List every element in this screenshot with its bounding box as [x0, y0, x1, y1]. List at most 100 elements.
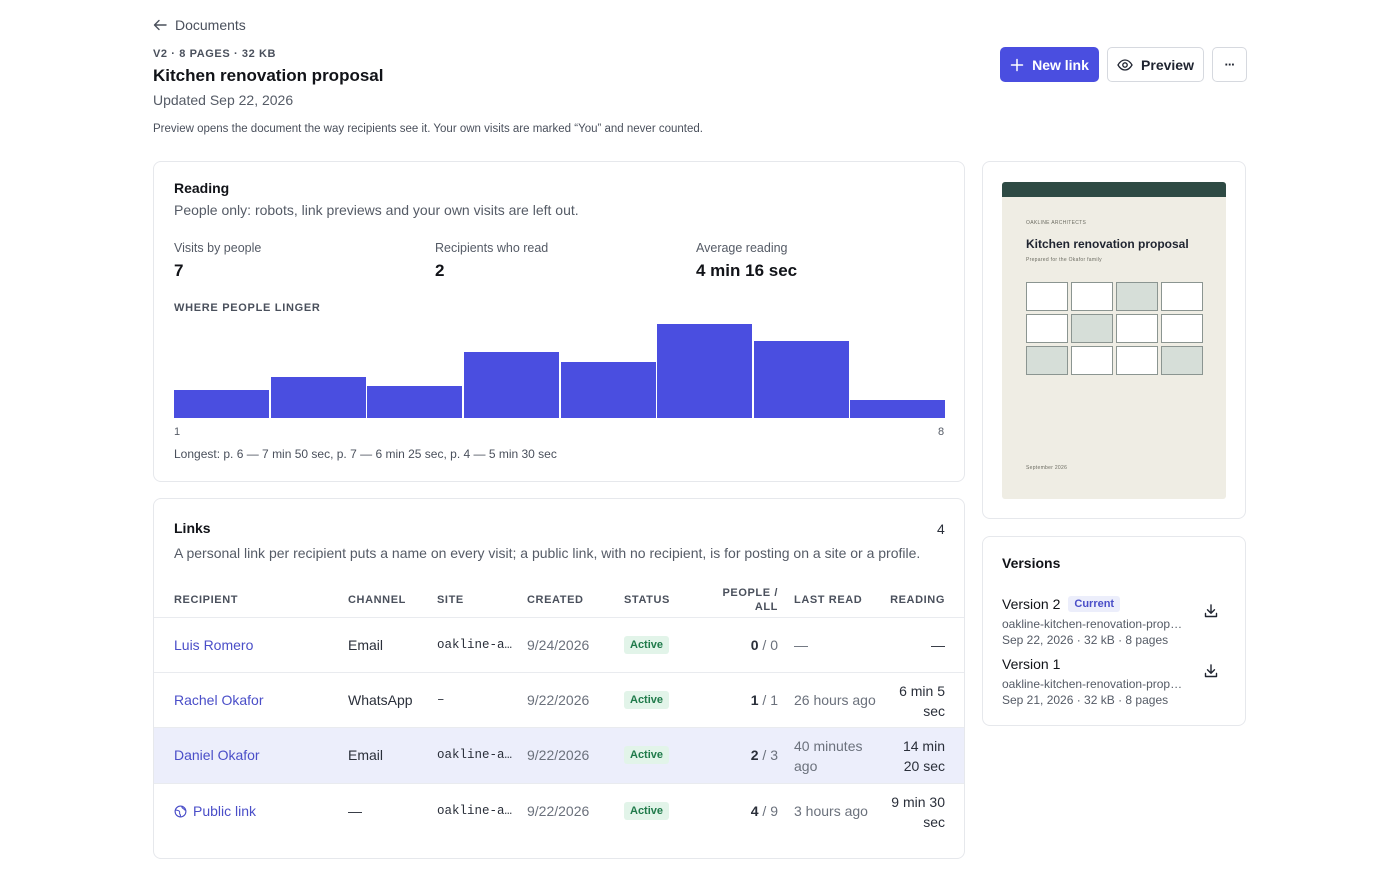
all-count: 9 — [770, 803, 778, 819]
table-row[interactable] — [154, 727, 964, 783]
recipient-link[interactable]: Daniel Okafor — [174, 747, 260, 763]
more-options-button[interactable]: ··· — [1212, 47, 1247, 82]
page-title: Kitchen renovation proposal — [153, 66, 384, 85]
reading-title: Reading — [174, 180, 230, 196]
thumbnail-org: OAKLINE ARCHITECTS — [1026, 220, 1087, 226]
thumbnail-tile — [1116, 346, 1158, 375]
col-people-line1: PEOPLE / — [722, 587, 778, 599]
reading-line2: 20 sec — [903, 758, 945, 774]
created-cell: 9/22/2026 — [527, 747, 590, 763]
people-count: 2 — [750, 747, 759, 763]
col-people-line2: ALL — [754, 601, 778, 613]
channel-cell: Email — [348, 637, 384, 653]
links-count: 4 — [937, 521, 945, 537]
stat-visits-label: Visits by people — [174, 241, 262, 255]
eye-icon — [1117, 58, 1133, 71]
bar-page-4 — [464, 352, 559, 418]
stat-visits-value: 7 — [174, 261, 184, 280]
table-row[interactable] — [154, 783, 964, 838]
reading-line1: 9 min 30 — [891, 794, 945, 810]
more-icon: ··· — [1224, 57, 1236, 72]
back-link[interactable]: Documents — [153, 17, 246, 33]
bar-page-6 — [657, 324, 752, 418]
thumbnail-tile — [1161, 346, 1203, 375]
thumbnail-tile — [1071, 314, 1113, 343]
thumbnail-tile — [1026, 346, 1068, 375]
status-badge: Active — [624, 636, 670, 654]
last-read-cell: 40 minutes ago — [794, 736, 862, 776]
preview-label: Preview — [1141, 56, 1194, 73]
channel-cell: WhatsApp — [348, 692, 413, 708]
thumbnail-tile — [1026, 282, 1068, 311]
col-recipient: RECIPIENT — [174, 594, 239, 606]
col-people-all: PEOPLE / ALL — [718, 586, 778, 614]
version-item: Version 1 oakline-kitchen-renovation-pro… — [1002, 656, 1188, 707]
preview-button[interactable]: Preview — [1107, 47, 1204, 82]
people-count: 0 — [750, 637, 759, 653]
linger-bar-chart — [174, 318, 945, 418]
stat-average-value: 4 min 16 sec — [696, 261, 798, 280]
people-count: 1 — [750, 692, 759, 708]
back-link-label: Documents — [175, 17, 246, 33]
links-subtitle: A personal link per recipient puts a nam… — [174, 545, 921, 561]
last-read-cell: — — [794, 637, 808, 653]
reading-cell: — — [931, 637, 945, 653]
public-link[interactable]: Public link — [174, 801, 256, 821]
thumbnail-tile — [1071, 282, 1113, 311]
version-meta: Sep 22, 2026 · 32 kB · 8 pages — [1002, 633, 1169, 647]
created-cell: 9/22/2026 — [527, 803, 590, 819]
links-title: Links — [174, 520, 211, 536]
people-count: 4 — [750, 803, 759, 819]
document-thumbnail[interactable]: OAKLINE ARCHITECTS Kitchen renovation pr… — [1002, 182, 1226, 499]
recipient-link[interactable]: Luis Romero — [174, 637, 254, 653]
bar-page-3 — [367, 386, 462, 418]
col-channel: CHANNEL — [348, 594, 406, 606]
chart-axis-start: 1 — [174, 426, 181, 438]
thumbnail-tile — [1116, 282, 1158, 311]
arrow-left-icon — [153, 19, 167, 31]
linger-chart-title: WHERE PEOPLE LINGER — [174, 302, 321, 314]
links-card — [153, 498, 965, 859]
bar-page-7 — [754, 341, 849, 418]
bar-page-8 — [850, 400, 945, 418]
thumbnail-tile — [1161, 314, 1203, 343]
col-reading: READING — [890, 594, 945, 606]
col-last-read: LAST READ — [794, 594, 863, 606]
reading-cell: 14 min 20 sec — [870, 736, 945, 776]
thumbnail-tile — [1026, 314, 1068, 343]
last-read-cell: 3 hours ago — [794, 803, 868, 819]
version-meta: Sep 21, 2026 · 32 kB · 8 pages — [1002, 693, 1169, 707]
reading-line2: sec — [923, 814, 945, 830]
bar-page-5 — [561, 362, 656, 418]
updated-date: Updated Sep 22, 2026 — [153, 92, 294, 108]
version-name: Version 1 — [1002, 656, 1061, 672]
download-icon[interactable] — [1203, 603, 1219, 619]
site-cell: oakline-a… — [437, 748, 513, 762]
version-item: Version 2 Current oakline-kitchen-renovat… — [1002, 596, 1188, 647]
bar-page-1 — [174, 390, 269, 418]
thumbnail-tile — [1071, 346, 1113, 375]
thumbnail-footer: September 2026 — [1026, 465, 1068, 471]
download-icon[interactable] — [1203, 663, 1219, 679]
status-badge: Active — [624, 691, 670, 709]
current-badge: Current — [1068, 596, 1121, 612]
stat-average-label: Average reading — [696, 241, 788, 255]
reading-line2: sec — [923, 703, 945, 719]
created-cell: 9/24/2026 — [527, 637, 590, 653]
recipient-link[interactable]: Rachel Okafor — [174, 692, 264, 708]
all-count: 0 — [770, 637, 778, 653]
thumbnail-subtitle: Prepared for the Okafor family — [1026, 257, 1102, 263]
new-link-button[interactable]: New link — [1000, 47, 1099, 82]
versions-card — [982, 536, 1246, 726]
site-cell: oakline-a… — [437, 638, 513, 652]
globe-icon — [174, 805, 187, 817]
plus-icon — [1010, 58, 1024, 71]
col-created: CREATED — [527, 594, 584, 606]
status-badge: Active — [624, 802, 670, 820]
document-meta: V2 · 8 PAGES · 32 KB — [153, 48, 277, 60]
reading-cell: 9 min 30 sec — [870, 792, 945, 832]
table-row[interactable] — [154, 617, 964, 672]
thumbnail-header-band — [1002, 182, 1226, 197]
version-name: Version 2 — [1002, 596, 1061, 612]
table-row[interactable] — [154, 672, 964, 727]
